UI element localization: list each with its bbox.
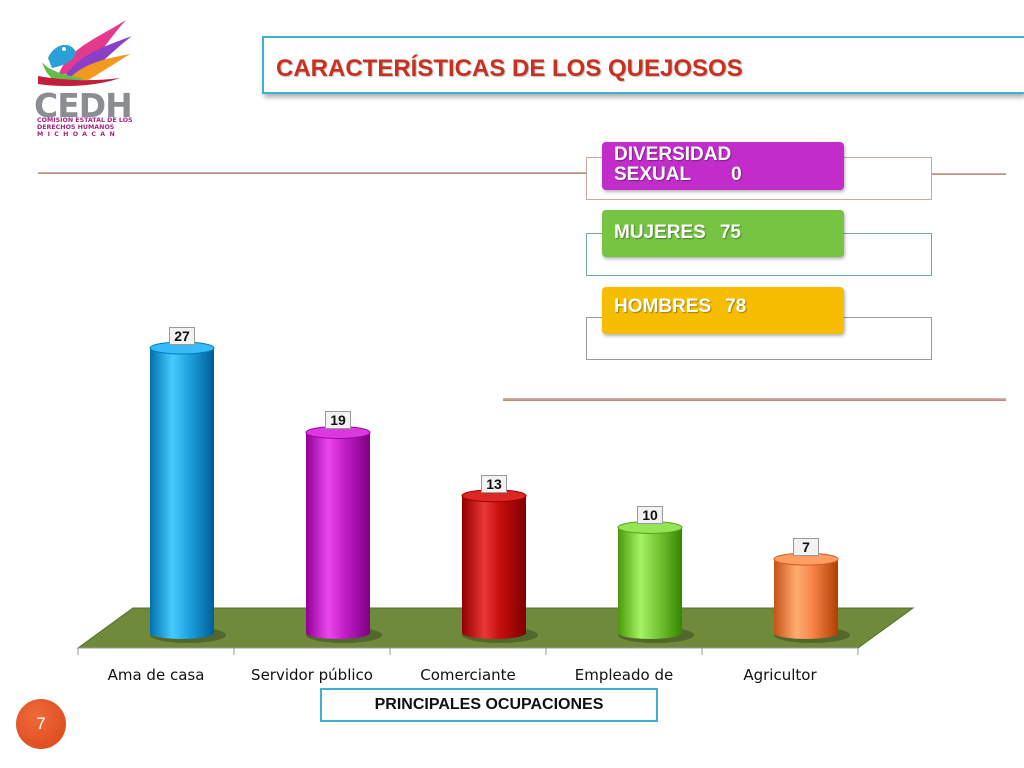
divider-middle: [503, 398, 1006, 401]
divider-top-left: [38, 172, 588, 174]
title-box: CARACTERÍSTICAS DE LOS QUEJOSOS: [262, 36, 1024, 94]
divider-top-right: [930, 173, 1006, 175]
category-label: Empleado de: [574, 666, 674, 684]
hombres-badge: HOMBRES 78: [602, 287, 844, 334]
logo-subtitle-line3: MICHOACAN: [37, 131, 120, 138]
x-axis-ticks: [77, 648, 859, 655]
chart-bars: [149, 341, 850, 643]
diversidad-label-line1: DIVERSIDAD: [614, 144, 732, 165]
bar-3: [617, 520, 694, 643]
diversidad-label-line2: SEXUAL: [614, 164, 692, 185]
page-number: 7: [16, 699, 66, 749]
value-label: 7: [793, 538, 819, 557]
page-title: CARACTERÍSTICAS DE LOS QUEJOSOS: [276, 55, 743, 82]
x-axis-title: PRINCIPALES OCUPACIONES: [320, 688, 658, 722]
bar-4: [773, 552, 850, 643]
mujeres-label: MUJERES: [614, 222, 706, 243]
logo-name: CEDH: [34, 86, 133, 125]
bar-1: [305, 425, 382, 643]
bar-2: [461, 489, 538, 643]
bar-body: [150, 348, 214, 639]
hombres-label: HOMBRES: [614, 296, 712, 317]
category-label: Ama de casa: [107, 666, 205, 684]
bar-body: [618, 527, 682, 639]
category-label: Agricultor: [743, 666, 817, 684]
category-label: Comerciante: [420, 666, 516, 684]
value-label: 13: [481, 474, 507, 493]
bar-body: [462, 495, 526, 639]
bar-body: [306, 432, 370, 639]
hombres-value: 78: [725, 296, 747, 317]
diversidad-value: 0: [731, 164, 742, 185]
value-label: 27: [169, 327, 195, 345]
bar-body: [774, 559, 838, 639]
mujeres-badge: MUJERES 75: [602, 210, 844, 257]
logo-subtitle-line2: DERECHOS HUMANOS: [37, 124, 115, 131]
value-label: 19: [325, 411, 351, 430]
bar-0: [149, 341, 226, 643]
category-label: Servidor público: [251, 666, 373, 684]
mujeres-value: 75: [719, 222, 741, 243]
diversidad-badge: DIVERSIDAD SEXUAL 0: [602, 142, 844, 190]
value-label: 10: [637, 506, 663, 525]
cedh-logo: [28, 18, 138, 146]
logo-subtitle-line1: COMISION ESTATAL DE LOS: [37, 117, 133, 124]
dove-logo-icon: [38, 20, 132, 86]
